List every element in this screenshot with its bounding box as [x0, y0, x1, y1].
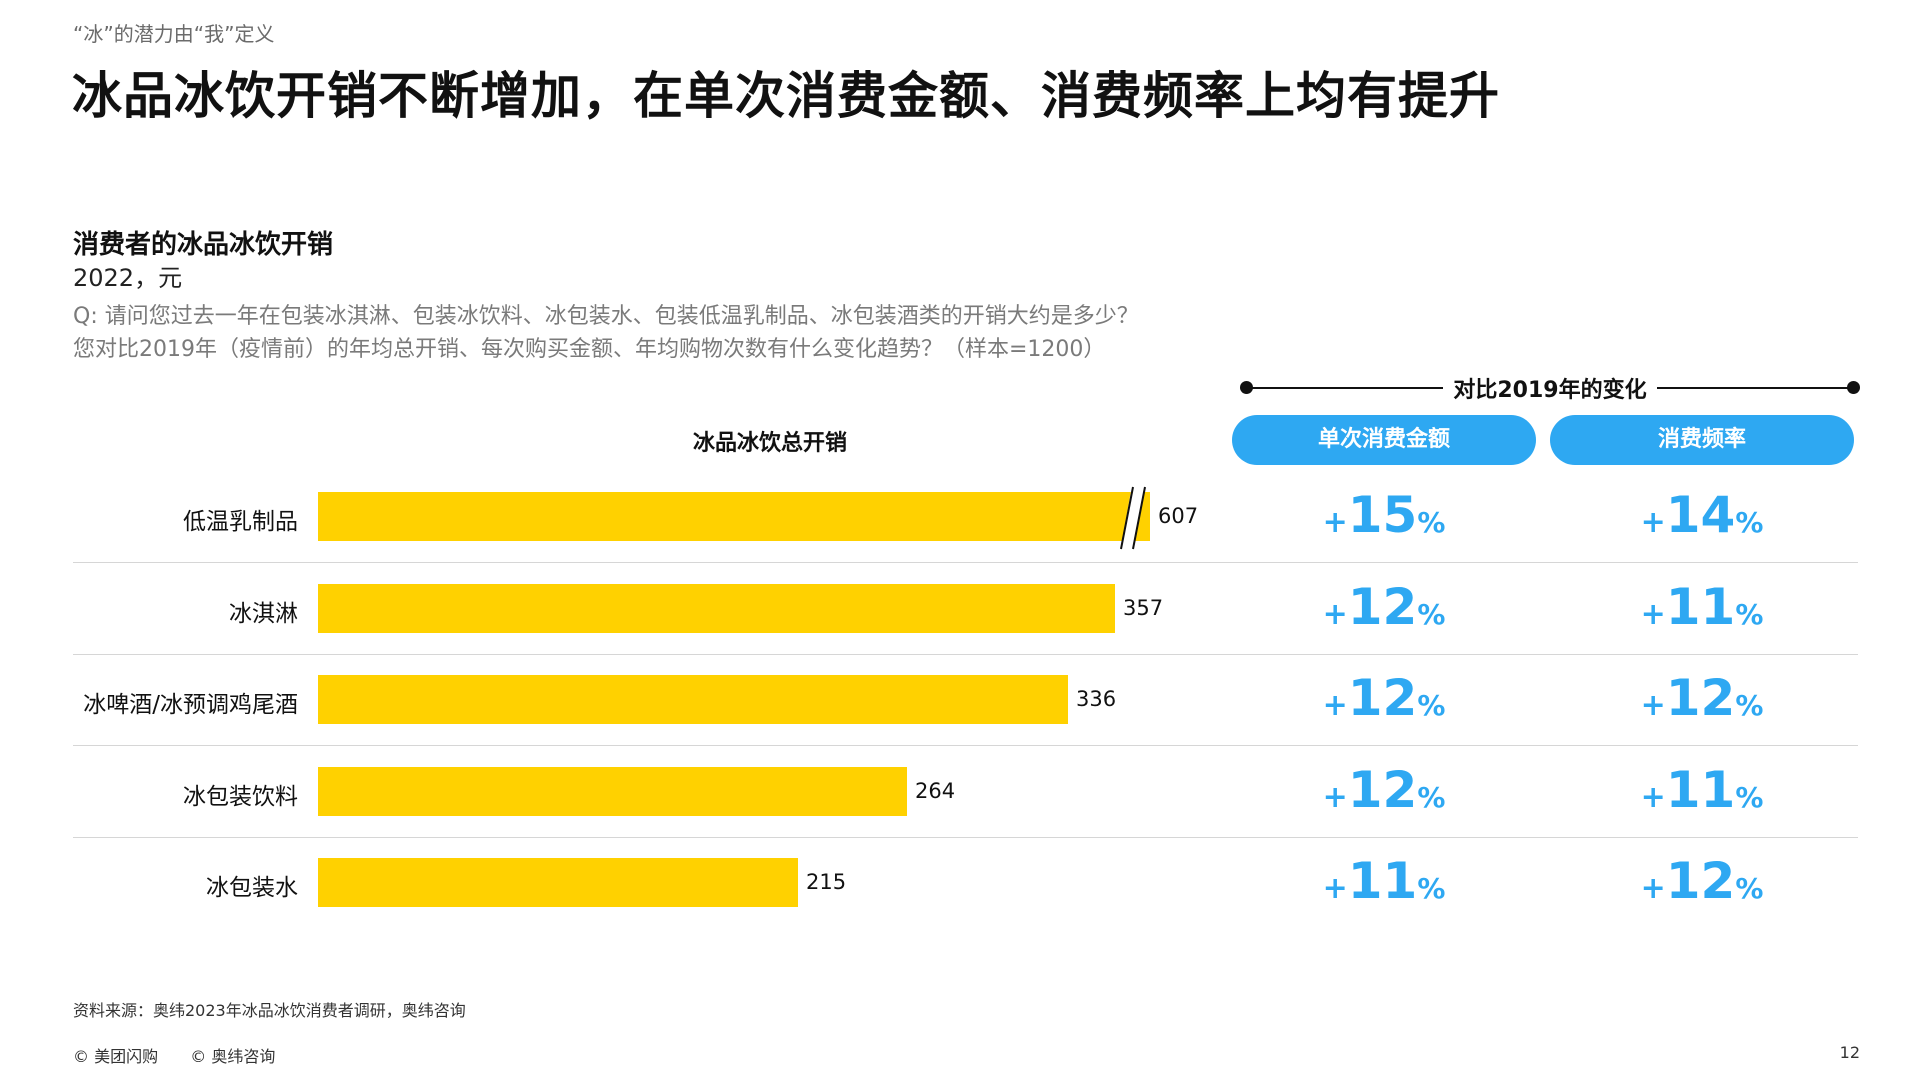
change-unit: %: [1417, 598, 1446, 631]
bar-category-label: 冰包装水: [206, 875, 298, 901]
section-title: 消费者的冰品冰饮开销: [73, 230, 334, 260]
change-unit: %: [1735, 781, 1764, 814]
bar: [318, 492, 1150, 541]
change-value: 14: [1665, 486, 1736, 544]
bar-category-label: 低温乳制品: [183, 509, 298, 535]
change-value: 11: [1665, 761, 1736, 819]
per-purchase-change: +12%: [1232, 761, 1536, 819]
question-line-2: 您对比2019年（疫情前）的年均总开销、每次购买金额、年均购物次数有什么变化趋势…: [73, 337, 1106, 362]
change-unit: %: [1417, 781, 1446, 814]
pill-frequency: 消费频率: [1550, 415, 1854, 465]
bar-category-label: 冰包装饮料: [183, 784, 298, 810]
change-sign: +: [1640, 597, 1666, 632]
change-unit: %: [1417, 872, 1446, 905]
question-line-1: Q: 请问您过去一年在包装冰淇淋、包装冰饮料、冰包装水、包装低温乳制品、冰包装酒…: [73, 304, 1139, 329]
bar-value-label: 215: [806, 870, 847, 894]
change-value: 11: [1347, 852, 1418, 910]
change-sign: +: [1322, 871, 1348, 906]
change-value: 11: [1665, 578, 1736, 636]
row-divider: [73, 562, 1858, 563]
section-subtitle: 2022，元: [73, 264, 183, 292]
change-value: 12: [1347, 669, 1418, 727]
per-purchase-change: +11%: [1232, 852, 1536, 910]
change-unit: %: [1417, 506, 1446, 539]
pill-per-purchase: 单次消费金额: [1232, 415, 1536, 465]
bar: [318, 767, 907, 816]
change-sign: +: [1640, 871, 1666, 906]
change-unit: %: [1417, 689, 1446, 722]
per-purchase-change: +15%: [1232, 486, 1536, 544]
change-unit: %: [1735, 598, 1764, 631]
compare-dot-left: [1240, 381, 1253, 394]
change-unit: %: [1735, 506, 1764, 539]
change-sign: +: [1640, 505, 1666, 540]
source-note: 资料来源：奥纬2023年冰品冰饮消费者调研，奥纬咨询: [73, 1001, 466, 1020]
copyright-oliver-wyman: © 奥纬咨询: [190, 1047, 276, 1066]
frequency-change: +11%: [1550, 761, 1854, 819]
change-value: 12: [1665, 669, 1736, 727]
change-value: 12: [1347, 761, 1418, 819]
change-unit: %: [1735, 872, 1764, 905]
bar: [318, 858, 798, 907]
frequency-change: +12%: [1550, 852, 1854, 910]
kicker: “冰”的潜力由“我”定义: [73, 22, 275, 46]
change-sign: +: [1322, 505, 1348, 540]
row-divider: [73, 837, 1858, 838]
bar: [318, 675, 1068, 724]
frequency-change: +11%: [1550, 578, 1854, 636]
change-sign: +: [1322, 688, 1348, 723]
change-sign: +: [1322, 780, 1348, 815]
bar-value-label: 264: [915, 779, 956, 803]
bar-category-label: 冰啤酒/冰预调鸡尾酒: [83, 692, 298, 718]
bar-value-label: 336: [1076, 687, 1117, 711]
copyright-meituan: © 美团闪购: [73, 1047, 159, 1066]
per-purchase-change: +12%: [1232, 669, 1536, 727]
bar: [318, 584, 1115, 633]
row-divider: [73, 745, 1858, 746]
compare-dot-right: [1847, 381, 1860, 394]
change-unit: %: [1735, 689, 1764, 722]
per-purchase-change: +12%: [1232, 578, 1536, 636]
bar-value-label: 357: [1123, 596, 1164, 620]
footer-copyright: © 美团闪购 © 奥纬咨询: [73, 1043, 275, 1067]
change-sign: +: [1322, 597, 1348, 632]
change-value: 15: [1347, 486, 1418, 544]
frequency-change: +14%: [1550, 486, 1854, 544]
compare-header: 对比2019年的变化: [1240, 372, 1860, 403]
chart-title: 冰品冰饮总开销: [692, 431, 847, 456]
change-value: 12: [1347, 578, 1418, 636]
bar-value-label: 607: [1158, 504, 1199, 528]
change-sign: +: [1640, 688, 1666, 723]
frequency-change: +12%: [1550, 669, 1854, 727]
axis-break-icon: [1120, 486, 1146, 550]
compare-header-label: 对比2019年的变化: [1443, 378, 1657, 403]
change-sign: +: [1640, 780, 1666, 815]
page-title: 冰品冰饮开销不断增加，在单次消费金额、消费频率上均有提升: [72, 67, 1500, 125]
change-value: 12: [1665, 852, 1736, 910]
survey-question: Q: 请问您过去一年在包装冰淇淋、包装冰饮料、冰包装水、包装低温乳制品、冰包装酒…: [73, 300, 1139, 366]
row-divider: [73, 654, 1858, 655]
bar-category-label: 冰淇淋: [229, 601, 298, 627]
page-number: 12: [1839, 1043, 1860, 1062]
